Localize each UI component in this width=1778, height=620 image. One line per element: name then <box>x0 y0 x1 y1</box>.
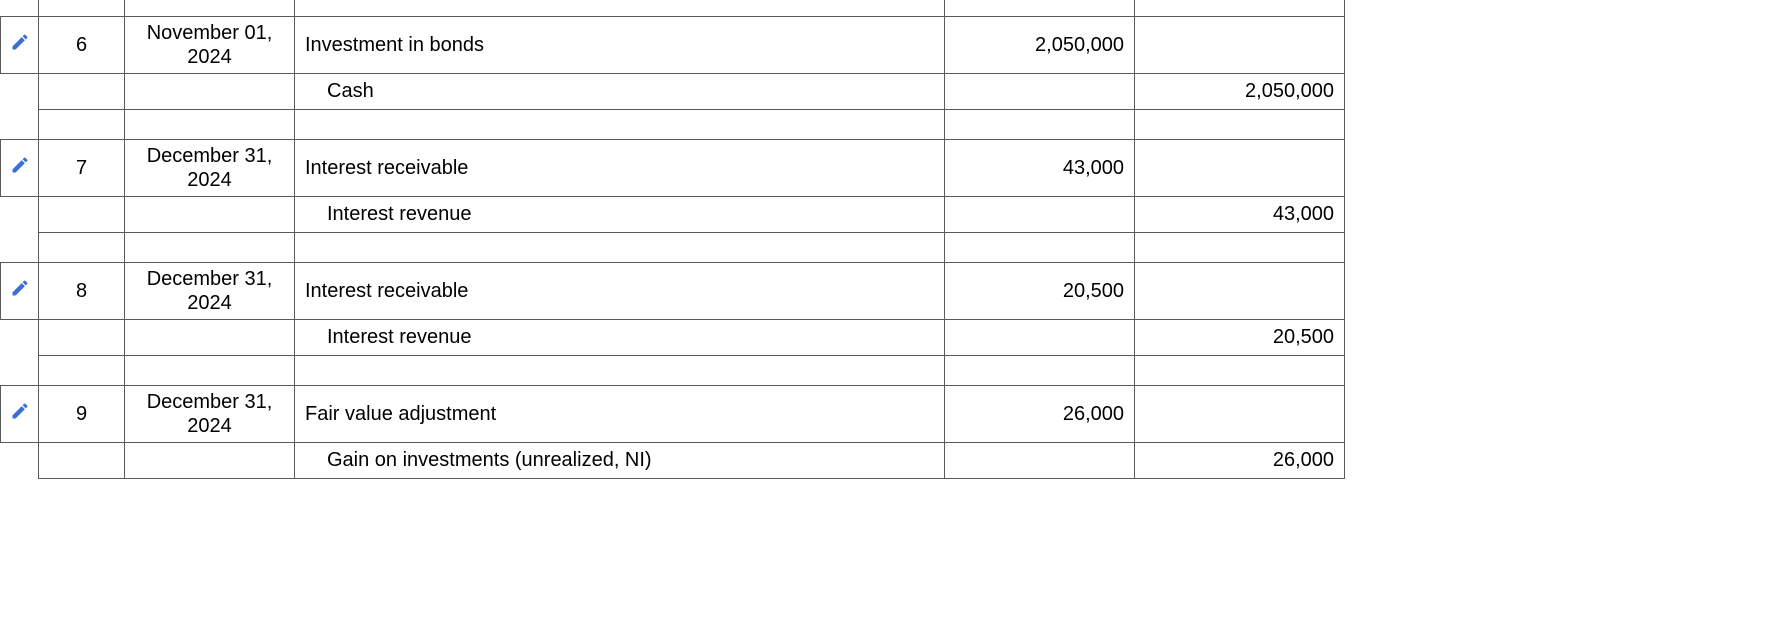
credit-amount <box>1135 385 1345 442</box>
credit-amount: 26,000 <box>1135 442 1345 478</box>
credit-amount: 43,000 <box>1135 196 1345 232</box>
account-description: Interest revenue <box>295 319 945 355</box>
debit-amount: 20,500 <box>945 262 1135 319</box>
entry-number <box>39 0 125 16</box>
debit-amount <box>945 319 1135 355</box>
entry-number: 9 <box>39 385 125 442</box>
entry-number <box>39 355 125 385</box>
pencil-icon <box>10 32 30 52</box>
pencil-icon <box>10 278 30 298</box>
spacer-row <box>1 232 1345 262</box>
table-row: Cash 2,050,000 <box>1 73 1345 109</box>
credit-amount <box>1135 0 1345 16</box>
pencil-icon <box>10 155 30 175</box>
table-row: Interest revenue 43,000 <box>1 196 1345 232</box>
credit-amount: 2,050,000 <box>1135 73 1345 109</box>
pencil-icon <box>10 401 30 421</box>
account-description: Gain on investments (unrealized, NI) <box>295 442 945 478</box>
account-description: Fair value adjustment <box>295 385 945 442</box>
entry-number <box>39 319 125 355</box>
debit-amount <box>945 442 1135 478</box>
table-row: Gain on investments (unrealized, NI) 26,0… <box>1 442 1345 478</box>
entry-date <box>125 0 295 16</box>
account-description: Investment in bonds <box>295 16 945 73</box>
entry-date <box>125 442 295 478</box>
edit-button[interactable] <box>1 16 39 73</box>
edit-cell <box>1 319 39 355</box>
edit-button[interactable] <box>1 139 39 196</box>
entry-date <box>125 73 295 109</box>
entry-number: 7 <box>39 139 125 196</box>
account-description: Interest receivable <box>295 139 945 196</box>
edit-cell <box>1 355 39 385</box>
edit-cell <box>1 196 39 232</box>
account-description: Interest revenue <box>295 196 945 232</box>
edit-cell <box>1 232 39 262</box>
edit-cell <box>1 442 39 478</box>
entry-date: December 31, 2024 <box>125 139 295 196</box>
table-row: 9December 31, 2024Fair value adjustment2… <box>1 385 1345 442</box>
spacer-row <box>1 355 1345 385</box>
entry-number: 6 <box>39 16 125 73</box>
entry-date: December 31, 2024 <box>125 262 295 319</box>
entry-number <box>39 442 125 478</box>
edit-cell <box>1 0 39 16</box>
credit-amount <box>1135 262 1345 319</box>
account-description <box>295 232 945 262</box>
entry-date: December 31, 2024 <box>125 385 295 442</box>
account-description <box>295 355 945 385</box>
account-description <box>295 109 945 139</box>
credit-amount <box>1135 355 1345 385</box>
debit-amount <box>945 73 1135 109</box>
debit-amount: 2,050,000 <box>945 16 1135 73</box>
debit-amount <box>945 109 1135 139</box>
debit-amount: 26,000 <box>945 385 1135 442</box>
spacer-row <box>1 109 1345 139</box>
debit-amount <box>945 232 1135 262</box>
entry-number <box>39 196 125 232</box>
table-row: 8December 31, 2024Interest receivable20,… <box>1 262 1345 319</box>
credit-amount: 20,500 <box>1135 319 1345 355</box>
debit-amount: 43,000 <box>945 139 1135 196</box>
table-row: 6November 01, 2024Investment in bonds2,0… <box>1 16 1345 73</box>
debit-amount <box>945 355 1135 385</box>
entry-date <box>125 319 295 355</box>
entry-date: November 01, 2024 <box>125 16 295 73</box>
entry-date <box>125 109 295 139</box>
debit-amount <box>945 0 1135 16</box>
edit-button[interactable] <box>1 262 39 319</box>
entry-date <box>125 232 295 262</box>
entry-date <box>125 196 295 232</box>
account-description <box>295 0 945 16</box>
entry-number <box>39 109 125 139</box>
journal-table: 6November 01, 2024Investment in bonds2,0… <box>0 0 1345 479</box>
edit-cell <box>1 109 39 139</box>
entry-number <box>39 232 125 262</box>
edit-button[interactable] <box>1 385 39 442</box>
account-description: Cash <box>295 73 945 109</box>
credit-amount <box>1135 139 1345 196</box>
debit-amount <box>945 196 1135 232</box>
table-row: Interest revenue 20,500 <box>1 319 1345 355</box>
account-description: Interest receivable <box>295 262 945 319</box>
entry-number <box>39 73 125 109</box>
credit-amount <box>1135 232 1345 262</box>
entry-date <box>125 355 295 385</box>
table-row: 7December 31, 2024Interest receivable43,… <box>1 139 1345 196</box>
credit-amount <box>1135 16 1345 73</box>
credit-amount <box>1135 109 1345 139</box>
entry-number: 8 <box>39 262 125 319</box>
edit-cell <box>1 73 39 109</box>
